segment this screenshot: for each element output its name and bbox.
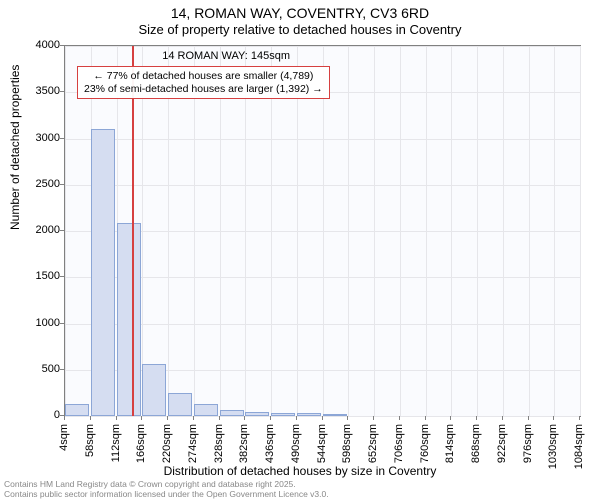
gridline-h	[65, 416, 580, 417]
gridline-v	[400, 46, 401, 416]
y-tick-mark	[60, 323, 64, 324]
y-tick-mark	[60, 45, 64, 46]
x-tick-mark	[244, 416, 245, 420]
annotation-line1: ← 77% of detached houses are smaller (4,…	[84, 70, 323, 83]
annotation-title: 14 ROMAN WAY: 145sqm	[162, 50, 290, 62]
x-tick-mark	[476, 416, 477, 420]
x-tick-mark	[373, 416, 374, 420]
gridline-v	[220, 46, 221, 416]
gridline-v	[477, 46, 478, 416]
attribution-line2: Contains public sector information licen…	[4, 490, 329, 500]
gridline-v	[142, 46, 143, 416]
x-axis-label: Distribution of detached houses by size …	[0, 464, 600, 478]
gridline-v	[451, 46, 452, 416]
x-tick-mark	[399, 416, 400, 420]
y-tick-mark	[60, 138, 64, 139]
histogram-bar	[220, 410, 244, 416]
x-tick-mark	[90, 416, 91, 420]
histogram-bar	[323, 414, 347, 416]
x-tick-mark	[219, 416, 220, 420]
y-tick-mark	[60, 276, 64, 277]
y-tick-label: 1500	[30, 270, 60, 282]
histogram-bar	[91, 129, 115, 416]
gridline-v	[194, 46, 195, 416]
x-tick-mark	[450, 416, 451, 420]
x-tick-mark	[64, 416, 65, 420]
gridline-v	[297, 46, 298, 416]
gridline-v	[426, 46, 427, 416]
x-tick-mark	[553, 416, 554, 420]
x-tick-mark	[296, 416, 297, 420]
y-tick-label: 2500	[30, 178, 60, 190]
gridline-v	[323, 46, 324, 416]
histogram-bar	[142, 364, 166, 416]
annotation-line2: 23% of semi-detached houses are larger (…	[84, 83, 323, 96]
histogram-bar	[65, 404, 89, 416]
y-tick-label: 0	[30, 409, 60, 421]
histogram-bar	[194, 404, 218, 416]
y-tick-label: 2000	[30, 224, 60, 236]
y-tick-mark	[60, 91, 64, 92]
histogram-bar	[168, 393, 192, 416]
gridline-v	[245, 46, 246, 416]
property-marker-line	[132, 46, 134, 416]
gridline-v	[168, 46, 169, 416]
plot-area: 14 ROMAN WAY: 145sqm ← 77% of detached ho…	[64, 45, 581, 417]
x-tick-mark	[116, 416, 117, 420]
chart-title-line1: 14, ROMAN WAY, COVENTRY, CV3 6RD	[0, 5, 600, 21]
x-tick-mark	[270, 416, 271, 420]
gridline-v	[554, 46, 555, 416]
x-tick-mark	[579, 416, 580, 420]
x-tick-mark	[193, 416, 194, 420]
x-tick-mark	[502, 416, 503, 420]
y-tick-label: 3000	[30, 132, 60, 144]
y-tick-mark	[60, 184, 64, 185]
x-tick-mark	[425, 416, 426, 420]
histogram-bar	[117, 223, 141, 416]
gridline-v	[374, 46, 375, 416]
annotation-box: ← 77% of detached houses are smaller (4,…	[77, 66, 330, 99]
chart-container: 14, ROMAN WAY, COVENTRY, CV3 6RD Size of…	[0, 0, 600, 500]
gridline-v	[529, 46, 530, 416]
y-axis-label: Number of detached properties	[8, 65, 22, 230]
y-tick-label: 4000	[30, 39, 60, 51]
y-tick-mark	[60, 369, 64, 370]
x-tick-mark	[322, 416, 323, 420]
histogram-bar	[271, 413, 295, 416]
y-tick-mark	[60, 230, 64, 231]
gridline-v	[348, 46, 349, 416]
y-tick-label: 3500	[30, 85, 60, 97]
gridline-v	[503, 46, 504, 416]
gridline-v	[271, 46, 272, 416]
x-tick-mark	[167, 416, 168, 420]
x-tick-mark	[141, 416, 142, 420]
y-tick-label: 500	[30, 363, 60, 375]
histogram-bar	[245, 412, 269, 416]
histogram-bar	[297, 413, 321, 416]
gridline-v	[580, 46, 581, 416]
attribution-text: Contains HM Land Registry data © Crown c…	[4, 480, 329, 500]
chart-title-line2: Size of property relative to detached ho…	[0, 22, 600, 37]
x-tick-mark	[347, 416, 348, 420]
x-tick-mark	[528, 416, 529, 420]
gridline-v	[65, 46, 66, 416]
y-tick-label: 1000	[30, 317, 60, 329]
